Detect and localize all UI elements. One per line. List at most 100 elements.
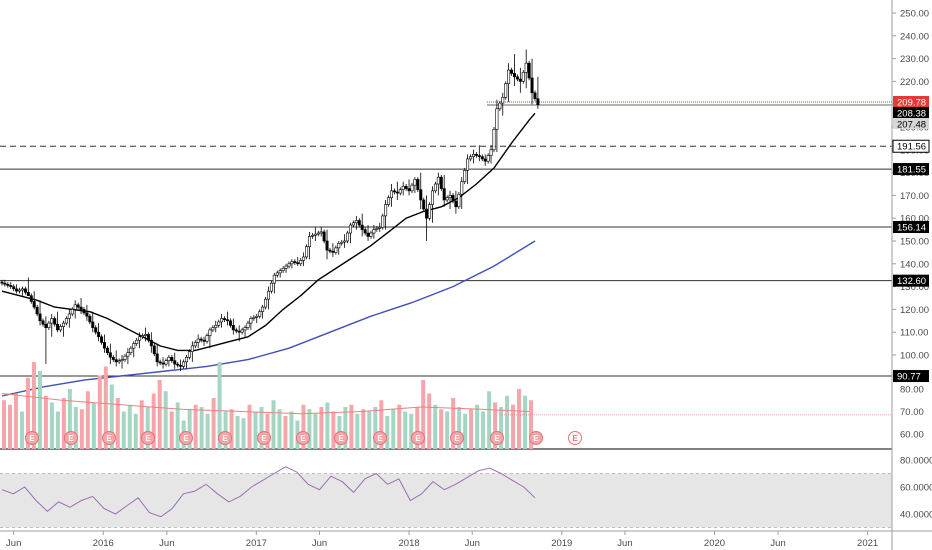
volume-bar xyxy=(97,375,102,449)
candle-body xyxy=(158,361,162,364)
candle-body xyxy=(47,322,51,328)
candle-body xyxy=(6,284,10,286)
moving-average-long xyxy=(1,240,536,397)
volume-bar xyxy=(115,398,120,449)
candle-body xyxy=(313,233,317,236)
volume-bar xyxy=(499,407,504,449)
candle-body xyxy=(433,183,437,192)
volume-bar xyxy=(355,413,360,449)
candle-body xyxy=(155,353,159,363)
candle-body xyxy=(492,128,496,151)
level-tag-label: 191.56 xyxy=(897,142,926,153)
candle-body xyxy=(428,204,432,219)
candle-body xyxy=(331,250,335,253)
candle-body xyxy=(32,301,36,308)
time-axis[interactable]: Jun 2016 Jun 2017 Jun 2018 Jun 2019 Jun 2020 Jun 20… xyxy=(6,531,878,549)
candle-body xyxy=(97,331,101,338)
candle-body xyxy=(135,339,139,344)
current-price-tag-bg xyxy=(893,107,929,118)
candle-body xyxy=(460,181,464,195)
candle-body xyxy=(278,270,282,274)
level-tag-label: 132.60 xyxy=(897,276,926,287)
volume-bar xyxy=(193,404,198,449)
earnings-marker-label: E xyxy=(29,434,35,443)
volume-bar xyxy=(493,402,498,449)
candle-body xyxy=(61,322,65,327)
candle-body xyxy=(176,363,180,366)
volume-bar xyxy=(367,411,372,449)
rsi-path xyxy=(1,466,536,518)
earnings-marker-icon xyxy=(218,431,232,445)
volume-bar xyxy=(517,389,522,449)
earnings-marker-icon xyxy=(257,431,271,445)
earnings-marker-label: E xyxy=(572,434,578,443)
candle-body xyxy=(466,158,470,171)
candle-body xyxy=(389,190,393,198)
earnings-marker-icon xyxy=(529,431,543,445)
candle-body xyxy=(425,208,429,219)
volume-bar xyxy=(481,411,486,449)
candle-body xyxy=(190,345,194,352)
candle-body xyxy=(38,313,42,322)
earnings-marker-icon xyxy=(25,431,39,445)
candlesticks xyxy=(0,49,540,371)
volume-bar xyxy=(73,407,78,449)
level-tag-label: 156.14 xyxy=(897,223,926,234)
candle-body xyxy=(217,321,221,326)
volume-bar xyxy=(463,413,468,449)
candle-body xyxy=(348,224,352,234)
level-tag-label: 181.55 xyxy=(897,165,926,176)
candle-body xyxy=(146,334,150,341)
candle-body xyxy=(41,320,45,325)
candle-body xyxy=(102,342,106,349)
volume-bar xyxy=(307,409,312,449)
candle-body xyxy=(530,77,534,94)
candle-body xyxy=(430,190,434,205)
volume-bar xyxy=(373,407,378,449)
candle-body xyxy=(404,185,408,189)
time-tick-label: 2018 xyxy=(399,538,420,549)
candle-body xyxy=(477,155,481,157)
candle-body xyxy=(296,262,300,265)
candle-body xyxy=(284,265,288,269)
volume-bar xyxy=(271,400,276,449)
level-tag-bg xyxy=(893,221,929,234)
earnings-marker-label: E xyxy=(377,434,383,443)
candle-body xyxy=(498,102,502,110)
candle-body xyxy=(372,229,376,234)
candle-body xyxy=(173,360,177,365)
volume-bar xyxy=(91,402,96,449)
volume-bar xyxy=(127,404,132,449)
candle-body xyxy=(264,298,268,308)
earnings-marker-icon xyxy=(102,431,116,445)
candle-body xyxy=(536,98,540,106)
volume-bar xyxy=(427,393,432,449)
volume-bar xyxy=(109,384,114,449)
price-tick-label: 140.00 xyxy=(900,259,929,270)
price-tick-label: 110.00 xyxy=(900,328,928,339)
candle-body xyxy=(366,232,370,237)
volume-bar xyxy=(79,409,84,449)
volume-bar xyxy=(301,404,306,449)
volume-bar xyxy=(19,411,24,449)
candle-body xyxy=(290,261,294,265)
volume-bar xyxy=(211,398,216,449)
volume-bar xyxy=(259,407,264,449)
candle-body xyxy=(50,318,54,324)
earnings-marker-label: E xyxy=(494,434,500,443)
candle-body xyxy=(199,338,203,341)
candle-body xyxy=(9,285,13,287)
candle-body xyxy=(299,260,303,265)
current-price-tag-label: 209.78 xyxy=(897,98,926,109)
time-tick-label: 2017 xyxy=(246,538,267,549)
candle-body xyxy=(82,309,86,314)
volume-bar xyxy=(433,404,438,449)
volume-bar xyxy=(415,407,420,449)
rsi-line xyxy=(1,466,536,518)
candle-body xyxy=(287,263,291,267)
candle-body xyxy=(129,347,133,354)
earnings-marker-label: E xyxy=(454,434,460,443)
earnings-marker-icon xyxy=(450,431,464,445)
